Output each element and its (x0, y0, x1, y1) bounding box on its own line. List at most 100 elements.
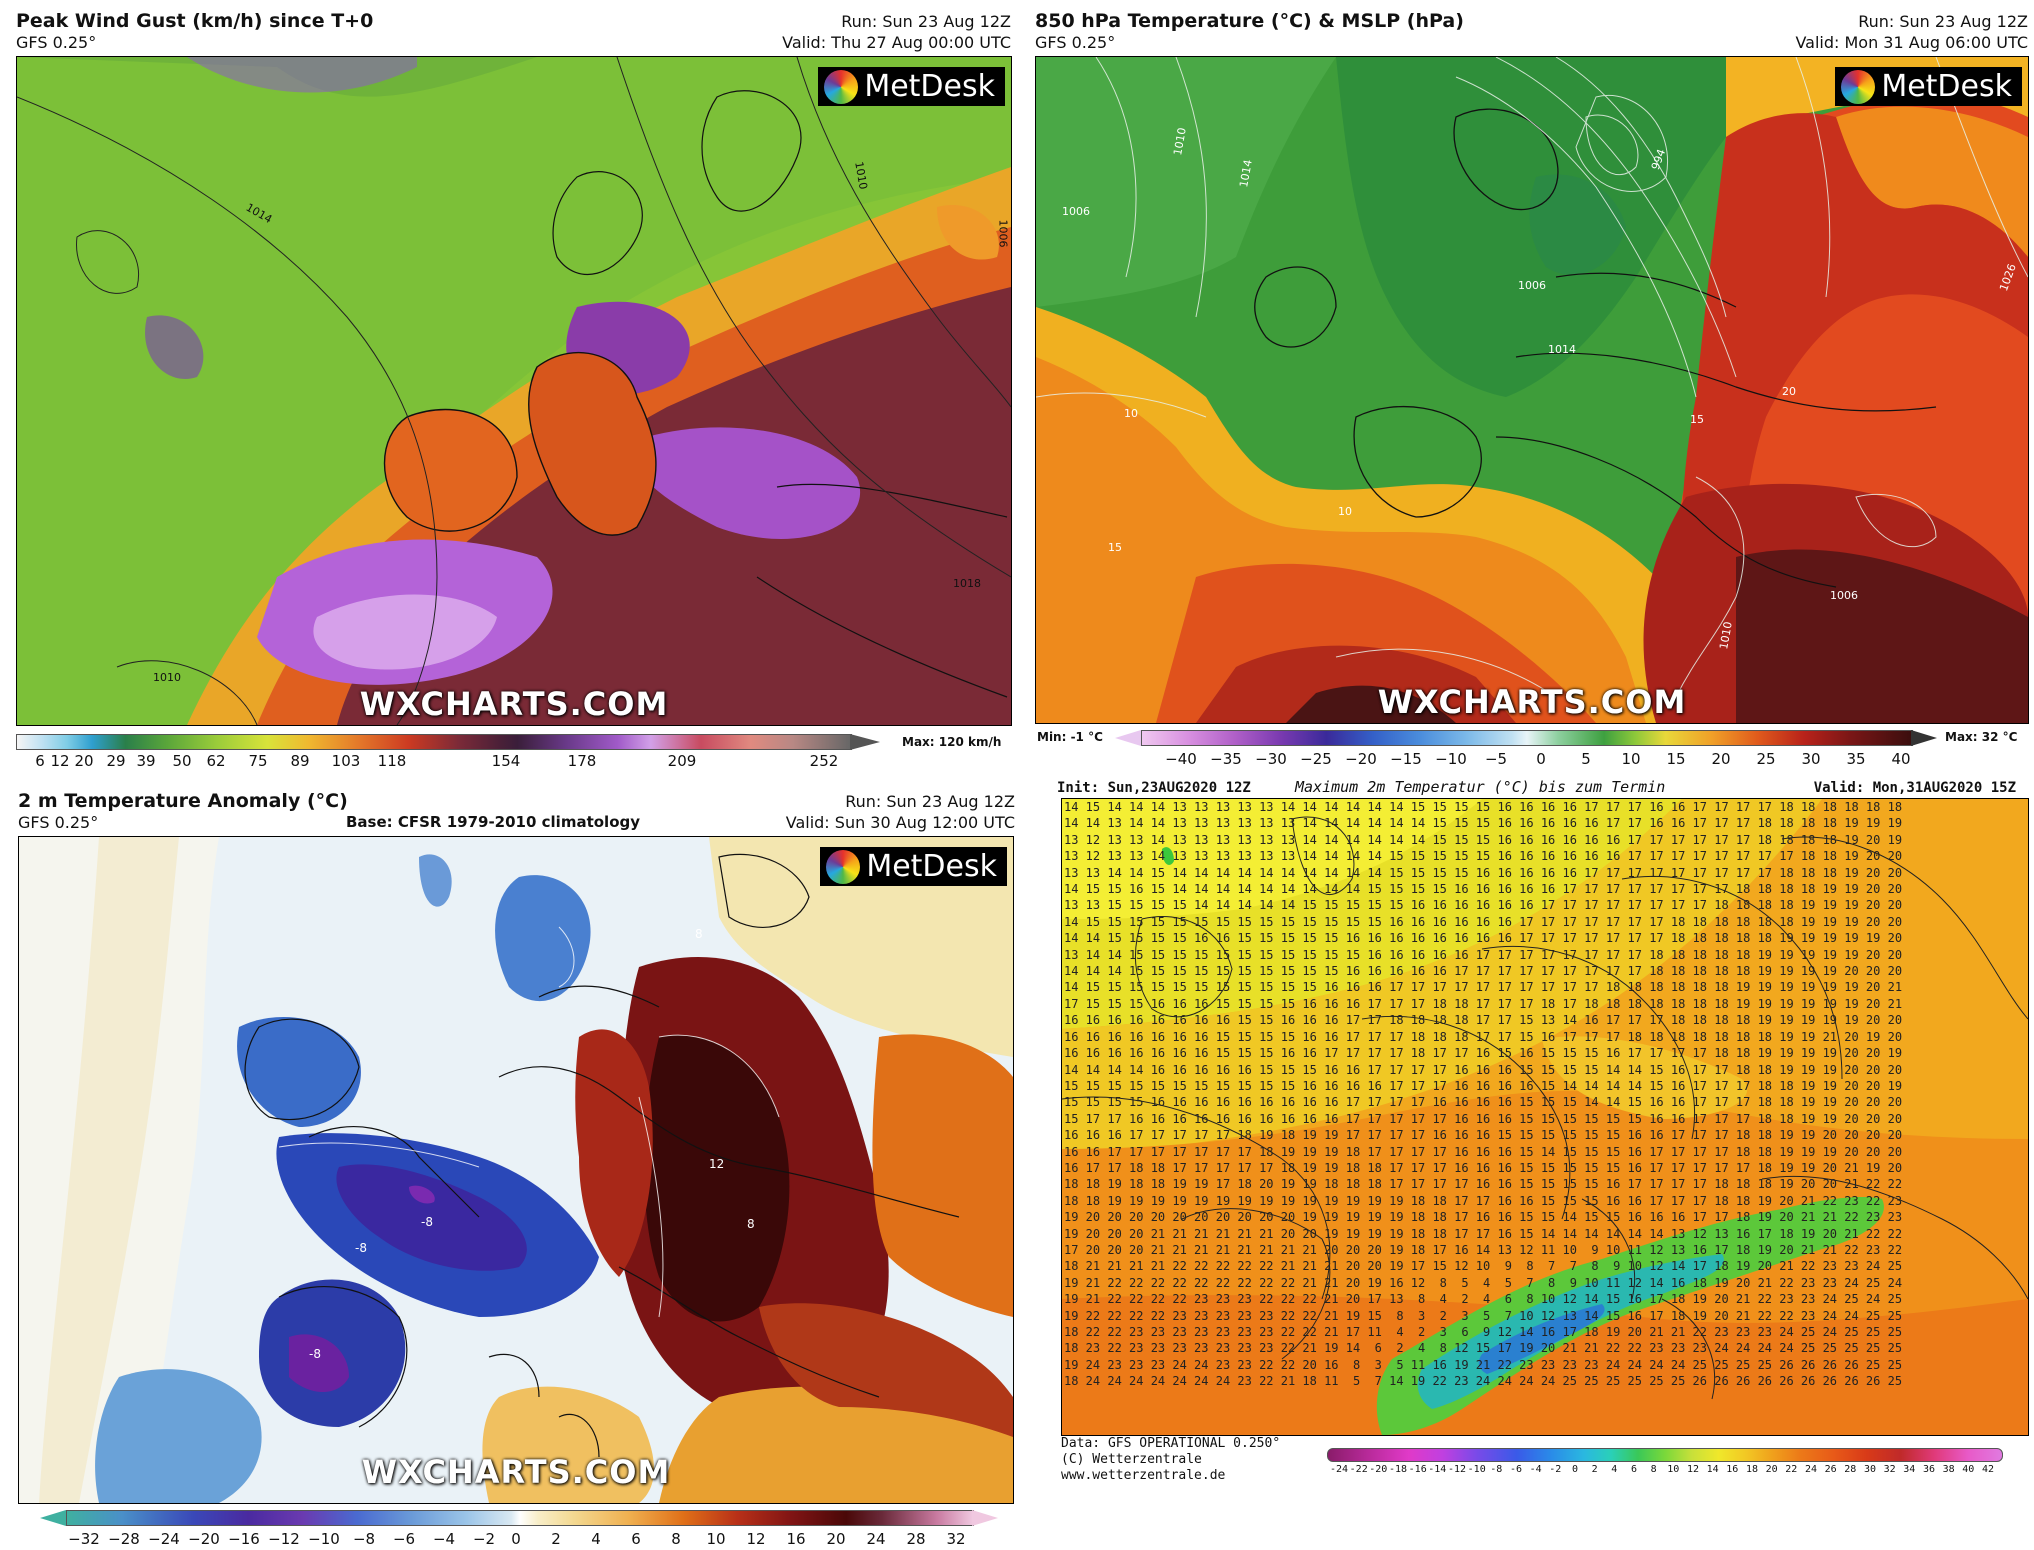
tick-label: 28 (906, 1530, 926, 1548)
tick-label: 6 (1630, 1464, 1638, 1475)
tick-label: 32 (1883, 1464, 1896, 1475)
grid-row: 18 24 24 24 24 24 24 24 23 22 21 18 11 5… (1064, 1374, 1903, 1389)
tick-label: −2 (472, 1530, 496, 1548)
tick-label: 24 (866, 1530, 886, 1548)
isobar-label: 1006 (1830, 589, 1858, 602)
tick-label: 4 (591, 1530, 601, 1548)
temperature-850-field (1036, 57, 2028, 723)
isotherm-label: 15 (1690, 413, 1704, 426)
grid-row: 18 22 22 23 23 23 23 23 23 23 22 22 21 1… (1064, 1325, 1903, 1339)
grid-row: 19 22 22 22 22 23 23 23 23 23 22 22 21 1… (1064, 1308, 1903, 1323)
wind-gust-colorbar (16, 734, 852, 750)
valid-label: Valid: Thu 27 Aug 00:00 UTC (782, 33, 1011, 52)
tick-label: 75 (248, 752, 268, 770)
grid-row: 15 15 15 15 16 16 16 16 16 16 16 16 16 1… (1064, 1095, 1903, 1110)
contour-label: 8 (747, 1217, 755, 1231)
tick-label: 2 (1591, 1464, 1598, 1475)
tick-label: 8 (671, 1530, 681, 1548)
max-temperature-map: 14 15 14 14 14 13 13 13 13 13 14 14 14 1… (1061, 798, 2029, 1436)
max-temperature-field (1062, 799, 2028, 1435)
contour-label: -8 (355, 1241, 367, 1255)
tick-label: 38 (1942, 1464, 1955, 1475)
tick-label: −20 (1345, 750, 1377, 768)
tick-label: −40 (1165, 750, 1197, 768)
tick-label: 10 (1621, 750, 1641, 768)
grid-row: 19 21 22 22 22 22 22 22 22 22 22 21 21 2… (1064, 1275, 1903, 1290)
tick-label: 28 (1844, 1464, 1857, 1475)
tick-label: 50 (172, 752, 192, 770)
tick-label: 40 (1962, 1464, 1975, 1475)
tick-label: −16 (228, 1530, 260, 1548)
tick-label: 0 (1536, 750, 1546, 768)
contour-label: 12 (709, 1157, 725, 1171)
colorbar-start-arrow (1115, 730, 1141, 746)
tick-label: −6 (392, 1530, 416, 1548)
grid-row: 19 24 23 23 23 24 24 23 23 22 22 20 16 8… (1064, 1357, 1903, 1372)
grid-row: 14 15 15 15 15 15 15 15 15 15 15 15 15 1… (1064, 914, 1903, 929)
tick-label: -16 (1408, 1464, 1427, 1475)
tick-label: 154 (491, 752, 521, 770)
model-label: GFS 0.25° (1035, 33, 1116, 52)
tick-label: 20 (1765, 1464, 1778, 1475)
wxcharts-watermark: WXCHARTS.COM (359, 685, 669, 723)
colorbar-end-arrow (972, 1510, 998, 1526)
tick-label: −35 (1210, 750, 1242, 768)
colorbar-end-arrow (850, 734, 880, 750)
tick-label: 4 (1611, 1464, 1618, 1475)
contour-label: 8 (695, 927, 703, 941)
valid-label: Valid: Sun 30 Aug 12:00 UTC (785, 813, 1015, 832)
wind-gust-field (17, 57, 1011, 725)
colorbar-end-arrow (1911, 730, 1937, 746)
grid-row: 13 12 13 13 14 13 13 13 13 13 13 14 14 1… (1064, 849, 1903, 864)
tick-label: 209 (667, 752, 697, 770)
contour-label: 1010 (153, 671, 181, 684)
tick-label: 10 (706, 1530, 726, 1548)
tick-label: 32 (946, 1530, 966, 1548)
grid-row: 16 17 17 18 18 17 17 17 17 17 18 19 19 1… (1064, 1160, 1903, 1175)
tick-label: 118 (377, 752, 407, 770)
temperature-value-grid: 14 15 14 14 14 13 13 13 13 13 14 14 14 1… (1062, 799, 2028, 1435)
grid-row: 13 12 13 13 14 13 13 13 13 13 13 14 14 1… (1064, 832, 1903, 847)
min-label: Min: -1 °C (1037, 730, 1103, 744)
tick-label: 0 (511, 1530, 521, 1548)
tick-label: 24 (1804, 1464, 1818, 1475)
init-label: Init: Sun,23AUG2020 12Z (1057, 780, 1251, 796)
grid-row: 16 16 16 16 16 16 16 15 15 15 16 16 17 1… (1064, 1046, 1903, 1061)
grid-row: 19 20 20 20 21 21 21 21 21 21 20 20 19 1… (1064, 1226, 1903, 1241)
metdesk-flower-icon (826, 849, 861, 884)
tick-label: 103 (331, 752, 361, 770)
grid-row: 18 18 19 18 18 19 19 17 18 20 19 19 18 1… (1064, 1177, 1903, 1192)
grid-row: 19 21 22 22 22 22 23 23 23 22 22 22 21 2… (1064, 1292, 1903, 1307)
tick-label: −25 (1300, 750, 1332, 768)
tick-label: −12 (268, 1530, 300, 1548)
grid-row: 17 20 20 20 21 21 21 21 21 21 21 21 20 2… (1064, 1242, 1903, 1257)
panel-temperature-anomaly: 2 m Temperature Anomaly (°C) GFS 0.25° B… (0, 780, 1017, 1550)
tick-label: 25 (1756, 750, 1776, 768)
wxcharts-watermark: WXCHARTS.COM (1377, 683, 1687, 721)
grid-row: 15 17 17 16 16 16 16 16 16 16 16 16 16 1… (1064, 1111, 1903, 1126)
tick-label: 6 (631, 1530, 641, 1548)
tick-label: −8 (352, 1530, 376, 1548)
website-label: www.wetterzentrale.de (1061, 1468, 1226, 1483)
tick-label: 35 (1846, 750, 1866, 768)
temperature-850-map: 1010 1014 1006 994 1006 1014 10 10 15 15… (1035, 56, 2029, 724)
tick-label: 42 (1981, 1464, 1995, 1475)
tick-label: 26 (1824, 1464, 1837, 1475)
tick-label: 34 (1903, 1464, 1916, 1475)
anomaly-map: -8 -8 -8 12 8 8 MetDesk WXCHARTS.COM (18, 836, 1014, 1504)
grid-row: 14 15 15 15 15 15 15 15 15 15 15 15 16 1… (1064, 980, 1903, 995)
tick-label: -8 (1490, 1464, 1503, 1475)
isotherm-label: 10 (1124, 407, 1138, 420)
data-source-label: Data: GFS OPERATIONAL 0.250° (1061, 1436, 1281, 1451)
tick-label: 5 (1581, 750, 1591, 768)
tick-label: 16 (1726, 1464, 1739, 1475)
tick-label: 30 (1863, 1464, 1877, 1475)
tick-label: -24 (1329, 1464, 1349, 1475)
tick-label: 10 (1667, 1464, 1680, 1475)
isobar-label: 1006 (1518, 279, 1546, 292)
tick-label: 12 (1686, 1464, 1700, 1475)
run-label: Run: Sun 23 Aug 12Z (1858, 12, 2028, 31)
tick-label: -6 (1509, 1464, 1523, 1475)
metdesk-flower-icon (1841, 69, 1876, 104)
tick-label: 40 (1891, 750, 1911, 768)
